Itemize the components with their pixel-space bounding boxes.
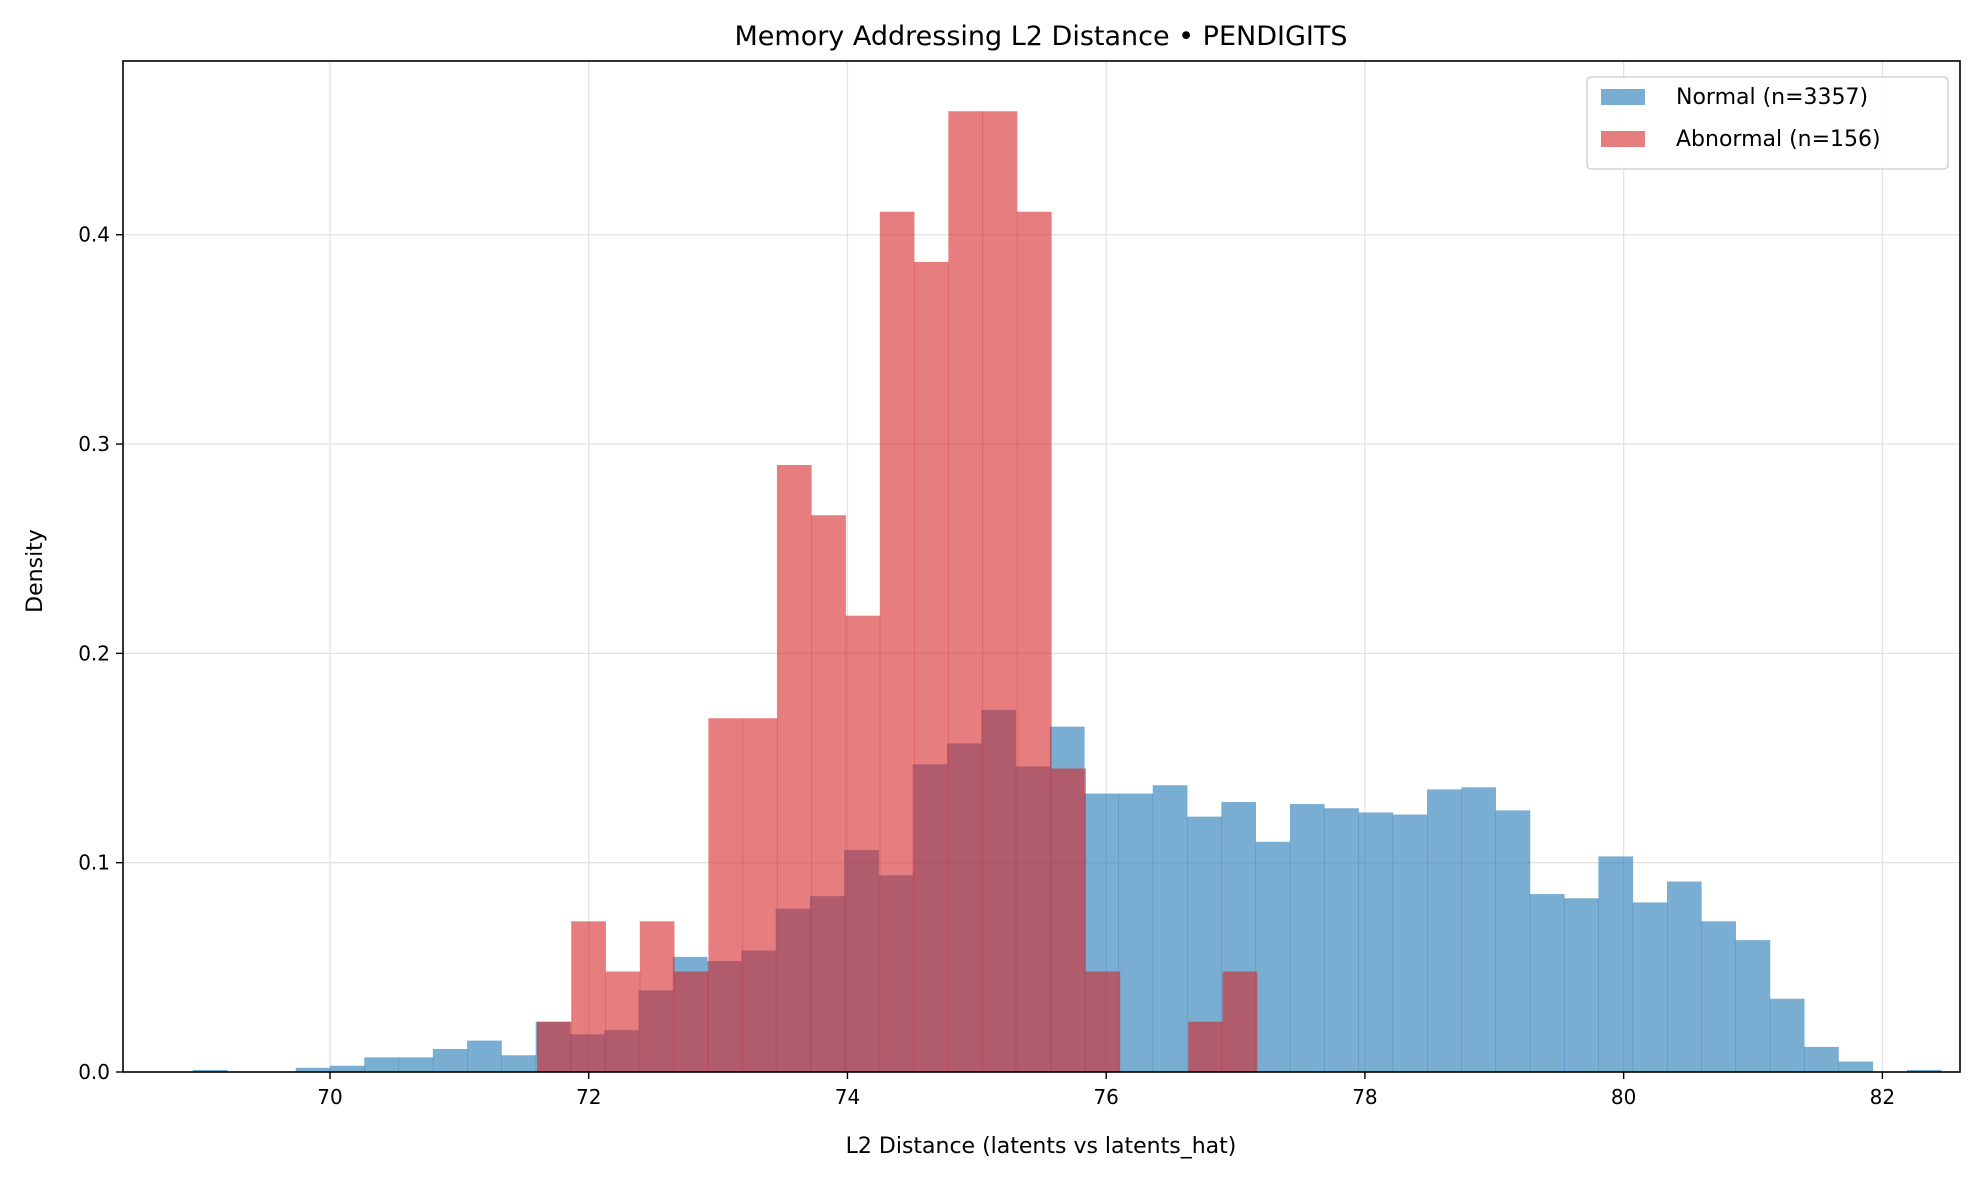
histogram-bar	[536, 1021, 572, 1072]
histogram-bar	[1152, 785, 1188, 1072]
histogram-bar	[605, 971, 641, 1072]
histogram-bar	[982, 111, 1018, 1072]
histogram-bar	[192, 1069, 228, 1072]
axes	[122, 60, 1961, 1073]
histogram-bar	[432, 1048, 468, 1072]
histogram-bar	[1427, 789, 1462, 1072]
y-tick-label: 0.2	[78, 641, 110, 665]
histogram-bar	[467, 1040, 502, 1072]
histogram-bar	[1564, 898, 1599, 1072]
histogram-bar	[329, 1065, 365, 1072]
histogram-bar	[1804, 1046, 1839, 1072]
histogram-bar	[1701, 921, 1736, 1072]
x-tick-label: 74	[835, 1085, 860, 1109]
histogram-bar	[1495, 810, 1531, 1072]
histogram-bar	[845, 615, 881, 1072]
legend: Normal (n=3357) Abnormal (n=156)	[1586, 76, 1949, 170]
histogram-bar	[1598, 856, 1634, 1072]
histogram-bar	[1632, 902, 1668, 1072]
histogram-bar	[1016, 211, 1052, 1072]
y-tick-label: 0.4	[78, 223, 110, 247]
x-tick-label: 80	[1611, 1085, 1636, 1109]
histogram-bar	[948, 111, 984, 1072]
histogram-bar	[1838, 1061, 1874, 1072]
histogram-bar	[674, 971, 709, 1072]
histogram-bar	[879, 211, 915, 1072]
legend-label: Abnormal (n=156)	[1676, 127, 1881, 152]
legend-swatch	[1601, 89, 1645, 105]
histogram-bar	[708, 718, 744, 1072]
histogram-bar	[1529, 894, 1565, 1072]
histogram-bar	[1461, 787, 1496, 1072]
chart-title: Memory Addressing L2 Distance • PENDIGIT…	[734, 21, 1347, 52]
histogram-bar	[1188, 1021, 1224, 1072]
histogram-bar	[1085, 971, 1121, 1072]
histogram-bar	[1289, 804, 1325, 1072]
histogram-bar	[811, 515, 846, 1072]
histogram-bar	[501, 1055, 537, 1072]
plot-frame	[122, 60, 1961, 1073]
y-tick-label: 0.0	[78, 1060, 110, 1084]
histogram-bar	[1769, 998, 1805, 1072]
histogram-bar	[1118, 793, 1154, 1072]
histogram-bar	[1735, 940, 1771, 1072]
histogram-bar	[776, 464, 812, 1073]
histogram-bar	[1324, 808, 1359, 1072]
y-tick-label: 0.1	[78, 851, 110, 875]
histogram-bar	[1666, 881, 1702, 1072]
x-tick-label: 72	[576, 1085, 601, 1109]
legend-box	[1586, 76, 1949, 170]
histogram-bar	[639, 921, 675, 1072]
x-tick-label: 82	[1870, 1085, 1895, 1109]
y-tick-label: 0.3	[78, 432, 110, 456]
histogram-bar	[1222, 971, 1258, 1072]
y-axis-label: Density	[23, 529, 48, 613]
histogram-bars	[192, 111, 1942, 1073]
legend-swatch	[1601, 131, 1645, 147]
x-tick-label: 78	[1352, 1085, 1377, 1109]
histogram-bar	[1051, 768, 1086, 1072]
histogram-bar	[742, 718, 778, 1072]
histogram-bar	[398, 1057, 434, 1072]
histogram-bar	[1358, 812, 1394, 1072]
histogram-bar	[1255, 841, 1291, 1072]
histogram-bar	[364, 1057, 399, 1072]
x-tick-label: 76	[1093, 1085, 1118, 1109]
histogram-bar	[1906, 1069, 1942, 1072]
histogram-bar	[1392, 814, 1428, 1072]
histogram-bar	[295, 1067, 331, 1072]
x-axis-label: L2 Distance (latents vs latents_hat)	[846, 1134, 1237, 1159]
legend-label: Normal (n=3357)	[1676, 85, 1868, 110]
ticks: 70 72 74 76 78 80 82 0.0 0.1 0.2 0.3 0.4	[78, 223, 1895, 1109]
x-tick-label: 70	[317, 1085, 342, 1109]
histogram-bar	[914, 261, 949, 1072]
series-abnormal	[536, 111, 1258, 1073]
histogram-bar	[571, 921, 606, 1072]
